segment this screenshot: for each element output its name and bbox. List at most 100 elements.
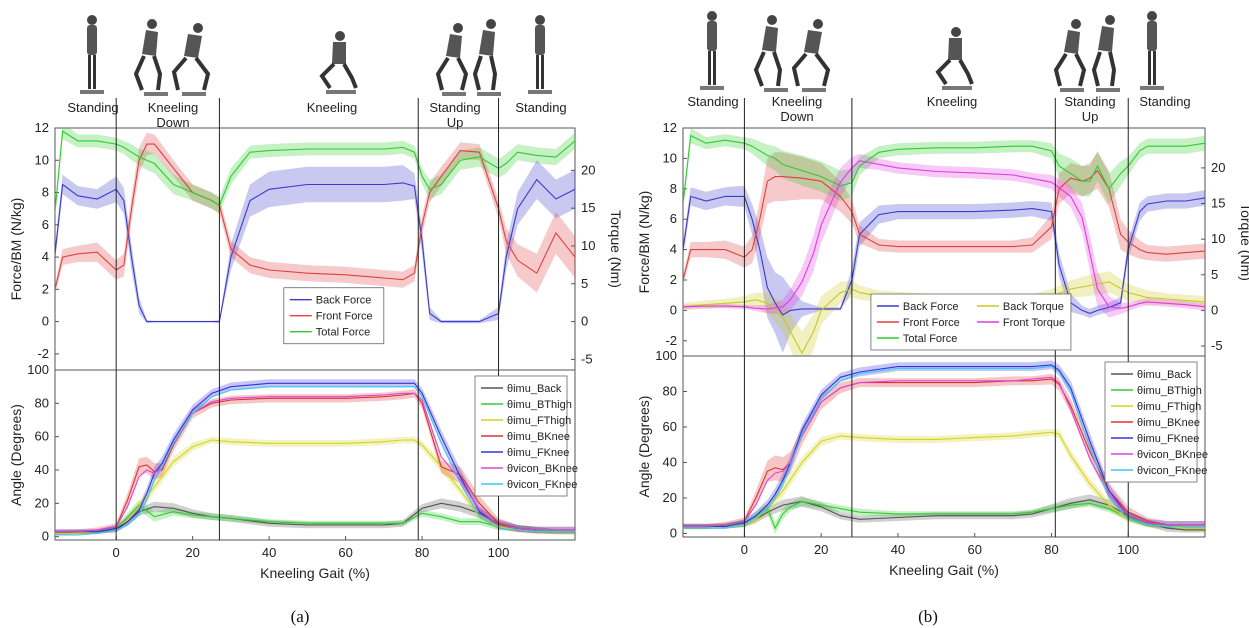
legend-entry: θimu_FThigh [507, 415, 571, 427]
y2-tick-label: 0 [1211, 302, 1218, 317]
series-line-front-force [683, 169, 1205, 281]
y2-tick-label: -5 [1211, 338, 1223, 353]
person-standing-icon [700, 11, 724, 90]
series-line-vicon-fknee [683, 366, 1205, 529]
series-line-imu-fknee [683, 364, 1205, 527]
band-imu-fthigh [683, 428, 1205, 531]
person-kneeling-down-icon [171, 23, 211, 96]
band-back-force [55, 160, 575, 324]
legend-entry: θimu_FKnee [507, 447, 569, 459]
band-front-force [683, 152, 1205, 285]
band-back-force [683, 185, 1205, 353]
phase-label-standing-up: Standing Up [1064, 94, 1115, 124]
legend-entry: Back Torque [1003, 301, 1064, 313]
phase-label-kneeling-down: Kneeling Down [148, 100, 199, 130]
x-tick-label: 60 [338, 545, 352, 560]
series-line-imu-fthigh [683, 431, 1205, 529]
series-line-total-force [683, 134, 1205, 205]
person-standing-icon [528, 15, 552, 94]
y2-tick-label: 0 [581, 314, 588, 329]
y2-tick-label: 20 [1211, 160, 1225, 175]
phase-label-standing: Standing [1139, 94, 1190, 109]
legend-entry: θimu_FKnee [1137, 433, 1199, 445]
y2-tick-label: 10 [581, 238, 595, 253]
phase-illustrations-a [80, 15, 552, 96]
legend-entry: θvicon_BKnee [507, 463, 578, 475]
legend-entry: Front Force [903, 317, 960, 329]
y2-axis-label: Torque (Nm) [608, 210, 624, 288]
plot-area [55, 128, 575, 324]
plot-area [683, 360, 1205, 535]
phase-label-standing: Standing [67, 100, 118, 115]
y-tick-label: 8 [42, 185, 49, 200]
y-tick-label: 20 [35, 495, 49, 510]
y-tick-label: 0 [670, 302, 677, 317]
y-tick-label: 2 [42, 281, 49, 296]
series-line-imu-bknee [683, 378, 1205, 527]
y-axis-label: Force/BM (N/kg) [8, 198, 24, 301]
caption-b: (b) [918, 607, 938, 626]
phase-label-kneeling: Kneeling [927, 94, 978, 109]
y-tick-label: 80 [35, 395, 49, 410]
y-tick-label: 40 [35, 462, 49, 477]
legend-entry: θvicon_FKnee [1137, 465, 1207, 477]
phase-label-line: Down [156, 115, 189, 130]
y-tick-label: 100 [655, 348, 677, 363]
y-tick-label: -2 [37, 346, 49, 361]
y-tick-label: 2 [670, 272, 677, 287]
series-line-front-force [55, 143, 575, 290]
legend: θimu_Back θimu_BThigh θimu_FThigh θimu_BKne… [474, 375, 578, 497]
plot-area [55, 379, 575, 536]
y-tick-label: 10 [35, 152, 49, 167]
phase-label-line: Standing [429, 100, 480, 115]
x-tick-label: 20 [185, 545, 199, 560]
y-axis-label: Angle (Degrees) [636, 396, 652, 498]
phase-label-line: Kneeling [148, 100, 199, 115]
band-front-torque [683, 153, 1205, 318]
person-standing-up-icon [1053, 19, 1087, 92]
y-tick-label: -2 [665, 333, 677, 348]
legend-entry: θimu_BThigh [507, 399, 572, 411]
y-tick-label: 10 [663, 150, 677, 165]
y-tick-label: 100 [27, 362, 49, 377]
y-tick-label: 12 [663, 120, 677, 135]
x-tick-label: 20 [814, 542, 828, 557]
legend: θimu_Back θimu_BThigh θimu_FThigh θimu_BKne… [1104, 361, 1208, 483]
band-imu-back [55, 498, 575, 536]
y-tick-label: 80 [663, 383, 677, 398]
x-tick-label: 60 [967, 542, 981, 557]
legend-entry: θimu_FThigh [1137, 401, 1201, 413]
y-tick-label: 0 [670, 525, 677, 540]
y2-tick-label: 5 [581, 276, 588, 291]
person-standing-up-icon [435, 23, 469, 96]
y-tick-label: 40 [663, 454, 677, 469]
legend-entry: θimu_BKnee [1137, 417, 1200, 429]
y-tick-label: 4 [42, 249, 49, 264]
person-kneeling-down-icon [133, 19, 168, 96]
legend-box [870, 293, 1072, 351]
series-line-vicon-bknee [683, 376, 1205, 527]
band-front-force [55, 132, 575, 295]
legend-entry: θimu_Back [1137, 369, 1192, 381]
y-tick-label: 6 [42, 217, 49, 232]
caption-a: (a) [291, 607, 310, 626]
band-imu-fthigh [55, 436, 575, 535]
y-tick-label: 4 [670, 242, 677, 257]
band-total-force [55, 128, 575, 219]
band-total-force [683, 128, 1205, 211]
chart-panel-b-angle: 0 20 40 60 80 100 0 20 40 60 80 100 Angle (Degrees) K… [636, 348, 1208, 578]
x-tick-label: 0 [741, 542, 748, 557]
series-line-imu-fknee [55, 382, 575, 533]
series-line-imu-fthigh [55, 439, 575, 534]
series-line-front-torque [683, 160, 1205, 310]
phase-label-kneeling-down: Kneeling Down [772, 94, 823, 124]
y-axis-label: Force/BM (N/kg) [636, 191, 652, 294]
y-tick-label: 12 [35, 120, 49, 135]
person-standing-up-icon [1091, 15, 1120, 92]
band-back-torque [683, 271, 1205, 356]
x-tick-label: 100 [488, 545, 510, 560]
series-line-vicon-bknee [55, 392, 575, 533]
legend-entry: Back Force [316, 295, 372, 307]
